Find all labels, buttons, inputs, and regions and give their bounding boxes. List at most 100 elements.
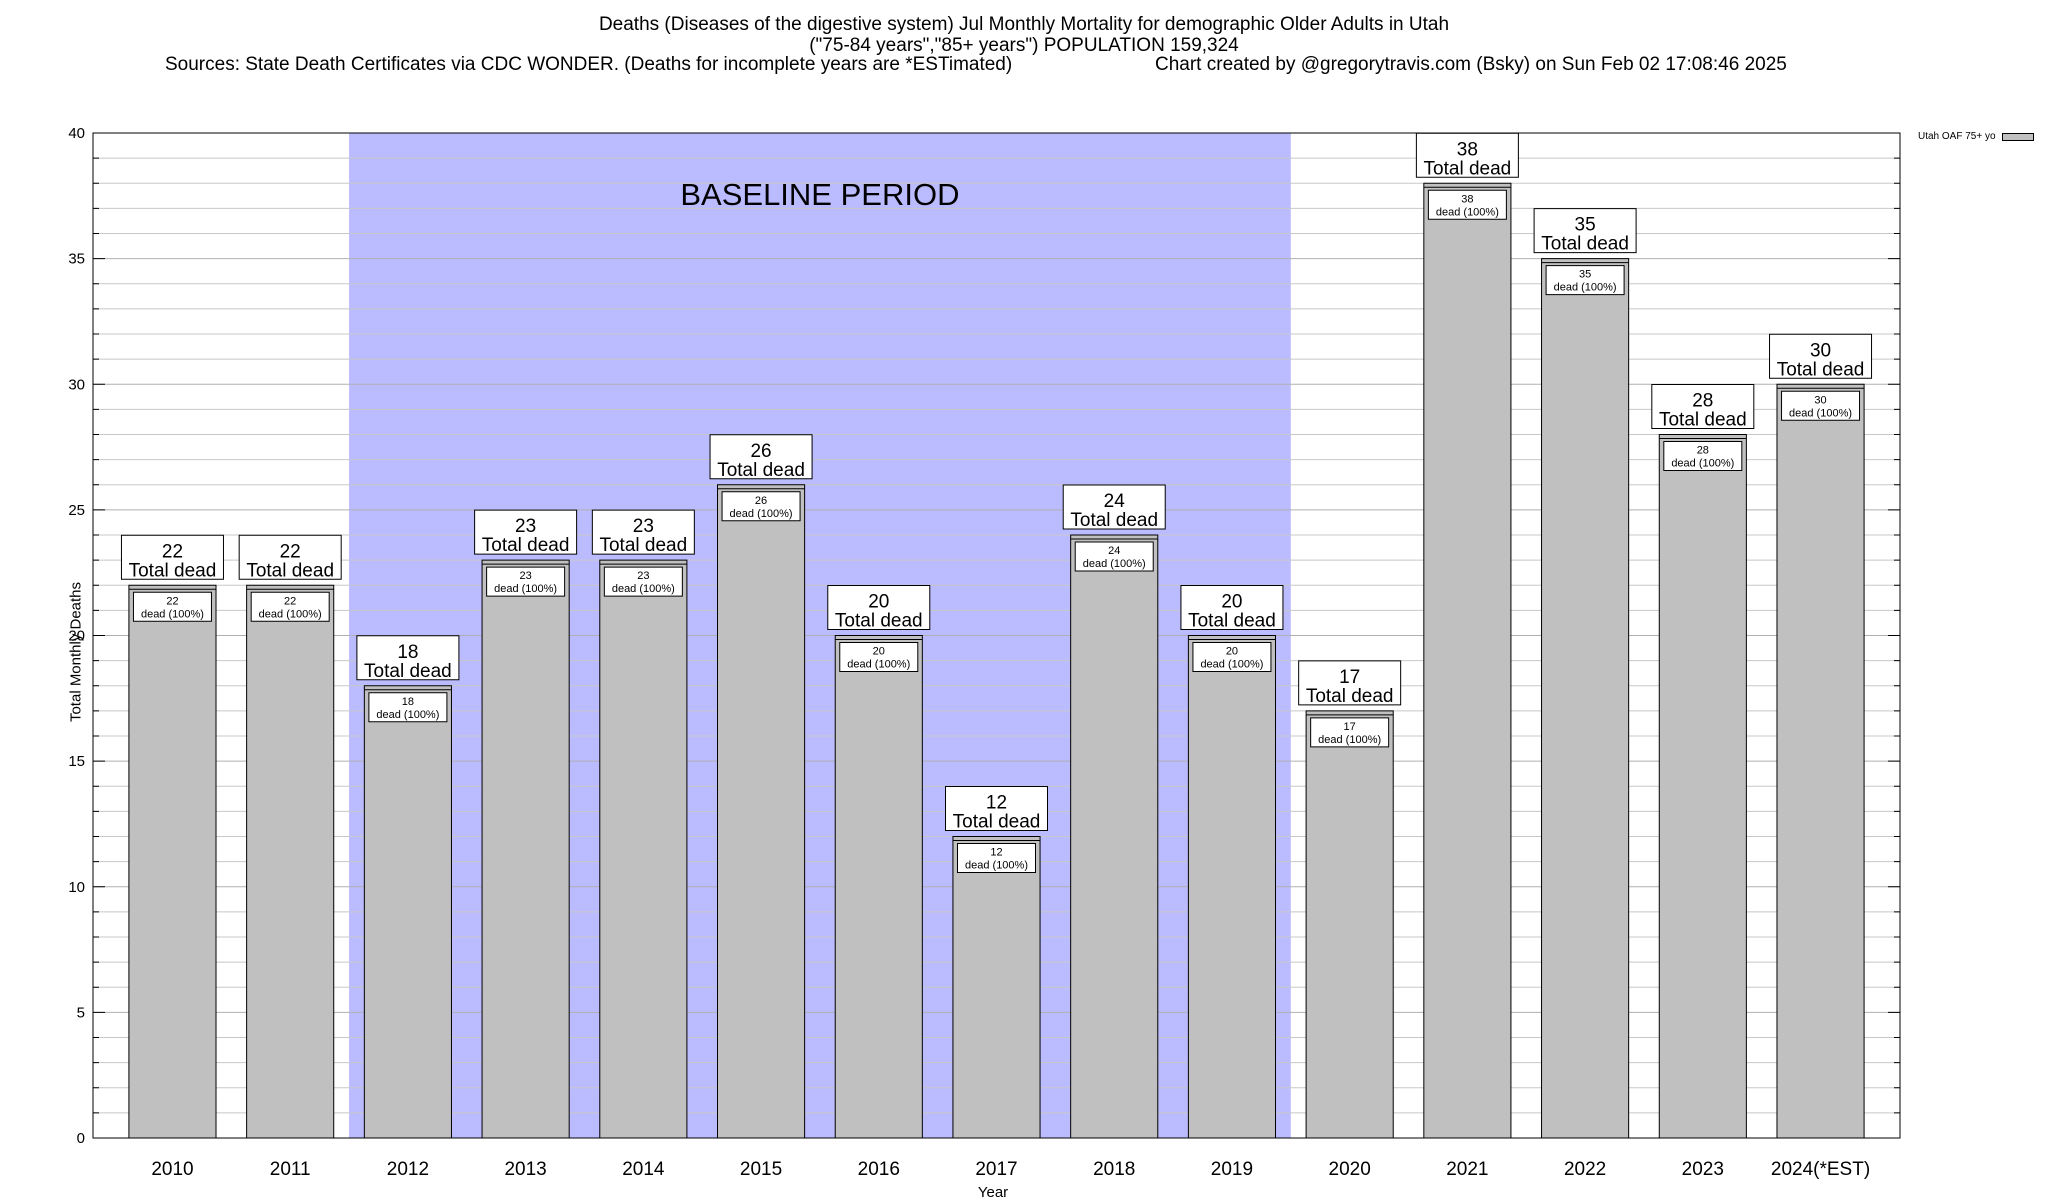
- bar-inner-value: 20: [1226, 646, 1238, 658]
- bar-inner-value: 17: [1344, 721, 1356, 733]
- y-tick-label: 20: [68, 628, 85, 645]
- bar: [599, 559, 688, 1139]
- bar-inner-label-box: [486, 566, 566, 597]
- bar-total-label-box: [1180, 585, 1284, 630]
- bar-total-label: Total dead: [1777, 359, 1865, 380]
- y-tick-label: 30: [68, 376, 85, 393]
- x-axis-label: Year: [978, 1184, 1008, 1200]
- x-tick-label: 2017: [975, 1159, 1017, 1180]
- bar-inner-label-box: [1192, 642, 1272, 672]
- x-tick-label: 2022: [1564, 1159, 1606, 1180]
- x-tick-label: 2020: [1329, 1159, 1371, 1180]
- bar-value-label: 18: [397, 642, 418, 663]
- bar: [834, 635, 923, 1139]
- legend-swatch: [2001, 132, 2034, 141]
- bar-total-label-box: [1298, 660, 1402, 706]
- bar: [1187, 635, 1276, 1139]
- x-tick-label: 2010: [151, 1159, 193, 1180]
- bar-total-label-box: [1533, 208, 1637, 254]
- bar-inner-label-box: [1545, 265, 1625, 296]
- bar-total-label: Total dead: [1424, 158, 1512, 179]
- title-line-1: Deaths (Diseases of the digestive system…: [598, 14, 1450, 35]
- bar-value-label: 26: [750, 441, 771, 462]
- bar: [1423, 182, 1512, 1139]
- bar-inner-label-box: [132, 591, 212, 622]
- bar-inner-label-box: [1074, 541, 1154, 572]
- bar-value-label: 22: [162, 541, 183, 562]
- bar-inner-label: dead (100%): [612, 583, 675, 595]
- bar-value-label: 30: [1810, 340, 1831, 361]
- bar-value-label: 20: [868, 592, 889, 613]
- bar-value-label: 17: [1339, 667, 1360, 688]
- bar: [717, 484, 806, 1139]
- x-tick-label: 2024(*EST): [1771, 1159, 1870, 1180]
- bar: [952, 836, 1041, 1139]
- bar-inner-label: dead (100%): [494, 583, 557, 595]
- legend: Utah OAF 75+ yo: [1918, 131, 2034, 142]
- bar-value-label: 35: [1575, 215, 1596, 236]
- bar-total-label-box: [591, 509, 695, 555]
- bar: [1305, 710, 1394, 1139]
- bar-total-label: Total dead: [129, 560, 217, 581]
- bar-value-label: 28: [1692, 391, 1713, 412]
- y-tick-label: 25: [68, 502, 85, 519]
- bar-total-label: Total dead: [1070, 510, 1158, 531]
- x-tick-label: 2021: [1446, 1159, 1488, 1180]
- bar: [1776, 383, 1865, 1139]
- x-tick-label: 2011: [270, 1159, 311, 1180]
- bar-total-label-box: [1769, 333, 1873, 379]
- bar-inner-value: 12: [990, 847, 1002, 859]
- bar-inner-value: 22: [166, 595, 178, 607]
- bar-inner-value: 18: [402, 696, 414, 708]
- bar-total-label: Total dead: [1659, 410, 1747, 431]
- bar-inner-label: dead (100%): [1083, 558, 1146, 570]
- bar: [363, 685, 452, 1139]
- x-tick-label: 2015: [740, 1159, 782, 1180]
- bar-inner-label: dead (100%): [1318, 734, 1381, 746]
- bar-total-label: Total dead: [835, 611, 923, 632]
- bar-inner-label: dead (100%): [376, 709, 439, 721]
- bar: [1658, 434, 1747, 1139]
- bar: [128, 584, 217, 1139]
- chart-sources: Sources: State Death Certificates via CD…: [165, 54, 1013, 75]
- bar-inner-value: 35: [1579, 269, 1591, 281]
- y-tick-label: 5: [77, 1004, 85, 1021]
- chart-credit: Chart created by @gregorytravis.com (Bsk…: [1155, 54, 1787, 75]
- bar-value-label: 12: [986, 793, 1007, 814]
- bar-total-label: Total dead: [717, 460, 805, 481]
- bar-inner-label: dead (100%): [1554, 282, 1617, 294]
- bar-inner-value: 23: [519, 570, 531, 582]
- bar-inner-value: 24: [1108, 545, 1120, 557]
- x-tick-label: 2019: [1211, 1159, 1253, 1180]
- bar-inner-label-box: [368, 692, 448, 723]
- bar-total-label: Total dead: [1188, 611, 1276, 632]
- x-tick-label: 2014: [622, 1159, 665, 1180]
- bar-inner-value: 26: [755, 495, 767, 507]
- bar-total-label-box: [827, 585, 931, 630]
- bar-inner-label-box: [1663, 441, 1743, 471]
- bar-total-label: Total dead: [482, 535, 570, 556]
- baseline-period-label: BASELINE PERIOD: [680, 177, 959, 212]
- bar-inner-label-box: [603, 566, 683, 597]
- x-tick-label: 2023: [1682, 1159, 1724, 1180]
- plot-border: [92, 132, 1901, 1139]
- bar-inner-value: 30: [1814, 394, 1826, 406]
- bar-total-label: Total dead: [1541, 234, 1629, 255]
- bar-inner-label-box: [721, 491, 801, 522]
- bar-inner-label: dead (100%): [730, 508, 793, 520]
- bar-inner-value: 22: [284, 595, 296, 607]
- bar-inner-label: dead (100%): [965, 860, 1028, 872]
- bar-total-label-box: [1651, 384, 1755, 429]
- bar-inner-value: 23: [637, 570, 649, 582]
- bar-total-label-box: [120, 534, 224, 580]
- legend-label: Utah OAF 75+ yo: [1918, 131, 1996, 142]
- bar-inner-label-box: [1310, 717, 1390, 748]
- x-tick-label: 2012: [387, 1159, 429, 1180]
- bar-total-label: Total dead: [599, 535, 687, 556]
- bar-inner-label-box: [839, 642, 919, 672]
- bar-inner-label-box: [957, 843, 1036, 873]
- bar-total-label-box: [474, 509, 578, 555]
- bar-value-label: 22: [280, 541, 301, 562]
- y-tick-label: 40: [68, 125, 85, 142]
- bar-total-label: Total dead: [1306, 686, 1394, 707]
